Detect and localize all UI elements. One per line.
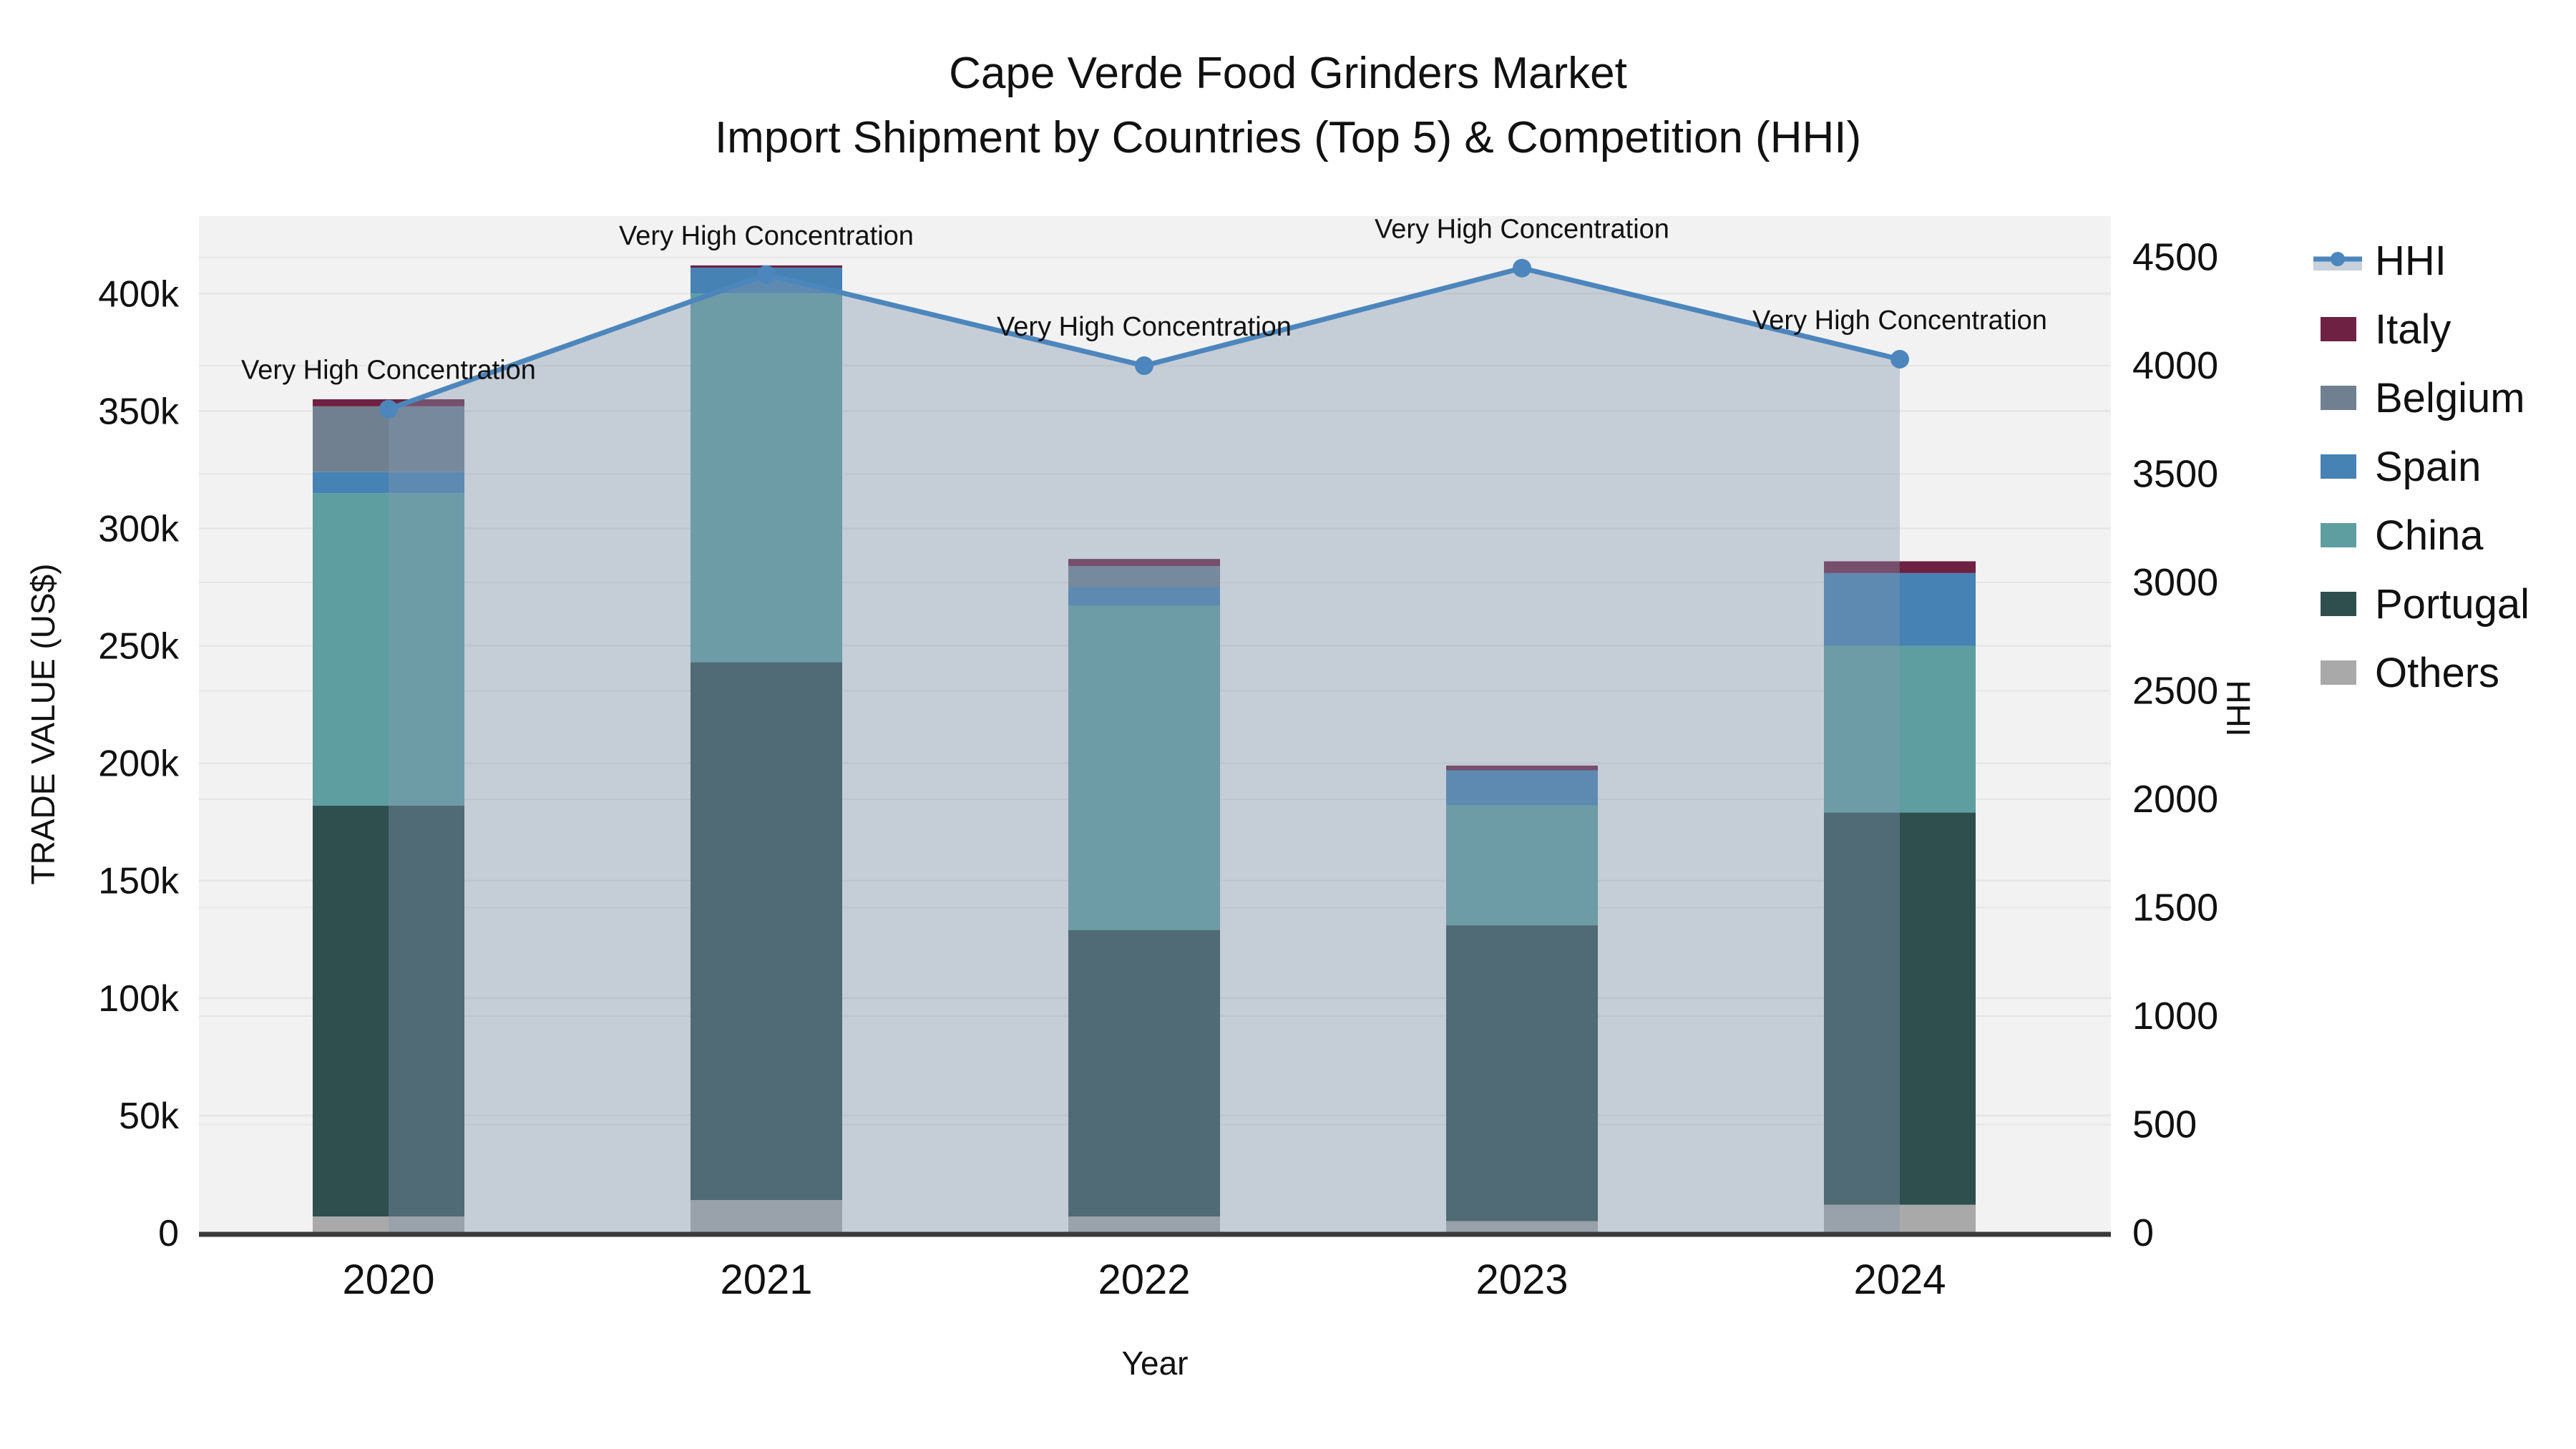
hhi-marker-2021[interactable] <box>757 265 776 284</box>
annotation-2024: Very High Concentration <box>1752 306 2047 336</box>
y-right-tick-2500: 2500 <box>2132 670 2218 713</box>
legend-item-spain[interactable]: Spain <box>2321 432 2529 501</box>
bar-2021-others[interactable] <box>691 1200 842 1233</box>
annotation-2021: Very High Concentration <box>619 221 914 251</box>
annotation-2022: Very High Concentration <box>997 312 1292 342</box>
legend: HHI Italy Belgium Spain China Portugal Others <box>2313 226 2529 707</box>
belgium-swatch-icon <box>2321 386 2356 410</box>
legend-item-china[interactable]: China <box>2321 501 2529 570</box>
legend-item-italy[interactable]: Italy <box>2321 295 2529 364</box>
bar-2023-spain[interactable] <box>1446 770 1598 806</box>
hhi-marker-2022[interactable] <box>1135 356 1153 376</box>
hhi-marker-2020[interactable] <box>379 399 398 419</box>
italy-swatch-icon <box>2321 317 2356 341</box>
bar-2022-portugal[interactable] <box>1068 930 1220 1217</box>
y-left-tick-50k: 50k <box>119 1096 180 1137</box>
legend-label: Portugal <box>2375 580 2530 628</box>
bar-2023-portugal[interactable] <box>1446 925 1598 1221</box>
hhi-marker-2023[interactable] <box>1513 258 1531 278</box>
others-swatch-icon <box>2321 660 2356 685</box>
bar-2020-china[interactable] <box>313 493 464 806</box>
x-tick-2023: 2023 <box>1475 1257 1568 1303</box>
bar-2024-spain[interactable] <box>1824 572 1976 646</box>
bar-2022-china[interactable] <box>1068 605 1220 930</box>
x-tick-2021: 2021 <box>720 1257 812 1303</box>
x-tick-2022: 2022 <box>1098 1257 1190 1303</box>
annotation-2020: Very High Concentration <box>241 356 536 386</box>
legend-label: Belgium <box>2375 374 2525 421</box>
bar-2022-spain[interactable] <box>1068 587 1220 606</box>
bar-2024-china[interactable] <box>1824 645 1976 813</box>
bar-2020-spain[interactable] <box>313 472 464 494</box>
annotation-2023: Very High Concentration <box>1375 215 1669 245</box>
chart-title-line2: Import Shipment by Countries (Top 5) & C… <box>714 113 1862 162</box>
legend-label: Spain <box>2375 443 2482 490</box>
bar-2022-belgium[interactable] <box>1068 565 1220 587</box>
y-right-tick-2000: 2000 <box>2132 778 2218 821</box>
legend-label: HHI <box>2375 237 2446 284</box>
china-swatch-icon <box>2321 523 2356 547</box>
legend-label: Others <box>2375 649 2500 696</box>
y-left-tick-350k: 350k <box>98 391 180 432</box>
y-right-tick-1000: 1000 <box>2132 995 2218 1038</box>
bar-2023-china[interactable] <box>1446 805 1598 926</box>
y-left-tick-100k: 100k <box>98 978 180 1020</box>
bar-2023-italy[interactable] <box>1446 765 1598 771</box>
y-left-tick-250k: 250k <box>98 626 180 668</box>
chart-title: Cape Verde Food Grinders Market Import S… <box>0 42 2576 170</box>
y-left-tick-0: 0 <box>158 1213 179 1254</box>
y-right-tick-3500: 3500 <box>2132 453 2218 496</box>
hhi-marker-2024[interactable] <box>1890 349 1909 369</box>
x-tick-2024: 2024 <box>1853 1257 1946 1303</box>
hhi-line-icon <box>2311 242 2365 279</box>
spain-swatch-icon <box>2321 454 2356 479</box>
hhi-area-fill <box>389 268 1900 1233</box>
y-left-tick-300k: 300k <box>98 508 180 550</box>
y-left-tick-200k: 200k <box>98 743 180 785</box>
x-tick-2020: 2020 <box>342 1257 434 1303</box>
bar-2022-italy[interactable] <box>1068 559 1220 566</box>
bar-2021-china[interactable] <box>691 293 842 663</box>
chart-title-line1: Cape Verde Food Grinders Market <box>949 49 1627 98</box>
portugal-swatch-icon <box>2321 592 2356 616</box>
legend-item-others[interactable]: Others <box>2321 638 2529 707</box>
x-axis-title: Year <box>1121 1345 1189 1382</box>
y-right-tick-0: 0 <box>2132 1211 2154 1254</box>
y-right-tick-1500: 1500 <box>2132 887 2218 930</box>
bar-2020-others[interactable] <box>313 1216 464 1233</box>
bar-2024-others[interactable] <box>1824 1204 1976 1233</box>
y-left-tick-150k: 150k <box>98 861 180 902</box>
y-right-tick-3000: 3000 <box>2132 561 2218 604</box>
bar-2024-italy[interactable] <box>1824 561 1976 573</box>
legend-item-belgium[interactable]: Belgium <box>2321 364 2529 432</box>
y-right-tick-4000: 4000 <box>2132 344 2218 387</box>
bar-2024-portugal[interactable] <box>1824 812 1976 1205</box>
y-left-tick-400k: 400k <box>98 273 180 315</box>
legend-item-hhi[interactable]: HHI <box>2313 226 2529 295</box>
y-axis-right-title: HHI <box>2220 680 2257 737</box>
legend-item-portugal[interactable]: Portugal <box>2321 570 2529 638</box>
legend-label: China <box>2375 512 2484 559</box>
bar-2020-portugal[interactable] <box>313 805 464 1217</box>
y-right-tick-4500: 4500 <box>2132 236 2218 279</box>
y-axis-left-title: TRADE VALUE (US$) <box>24 563 62 885</box>
legend-label: Italy <box>2375 306 2451 353</box>
bar-2023-others[interactable] <box>1446 1221 1598 1233</box>
bar-2022-others[interactable] <box>1068 1216 1220 1233</box>
bar-2021-portugal[interactable] <box>691 662 842 1201</box>
y-right-tick-500: 500 <box>2132 1103 2197 1146</box>
